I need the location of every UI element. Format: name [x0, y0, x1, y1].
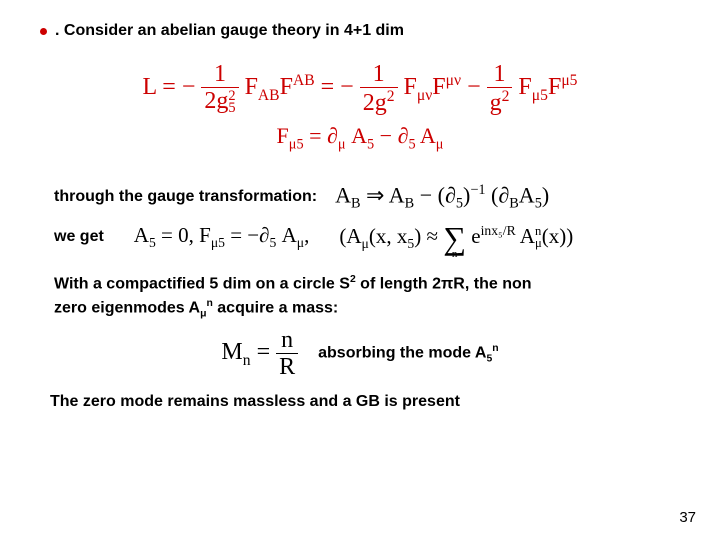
- eq-frac3-num: 1: [487, 62, 513, 87]
- weget-line: we get A5 = 0, Fμ5 = −∂5 Aμ, (Aμ(x, x5) …: [54, 223, 680, 252]
- eq-frac2-num: 1: [360, 62, 398, 87]
- weget-label: we get: [54, 228, 104, 246]
- fmu5-minus: −: [380, 123, 398, 148]
- eq-frac1-num: 1: [201, 62, 238, 87]
- eq-FAB: FABFAB: [245, 74, 315, 100]
- zero-mode-text: The zero mode remains massless and a GB …: [50, 393, 680, 411]
- heading-text: . Consider an abelian gauge theory in 4+…: [55, 22, 404, 40]
- weget-Amun-ss: nμ: [535, 226, 542, 249]
- eq-frac3: 1 g2: [487, 62, 513, 115]
- eq-minus3: −: [467, 74, 487, 100]
- mass-equation: Mn = n R: [221, 328, 298, 379]
- equation-fmu5-def: Fμ5 = ∂μ A5 − ∂5 Aμ: [40, 123, 680, 153]
- bullet-dot-icon: [40, 28, 47, 35]
- gauge-line: through the gauge transformation: AB ⇒ A…: [54, 182, 680, 213]
- fmu5-d2: ∂5: [398, 123, 416, 148]
- weget-eq-left: A5 = 0, Fμ5 = −∂5 Aμ,: [134, 223, 310, 251]
- fmu5-Amu: Aμ: [420, 123, 444, 148]
- eq-frac1-den-ss: 25: [228, 90, 235, 116]
- eq-frac1: 1 2g25: [201, 62, 238, 115]
- gauge-label: through the gauge transformation:: [54, 188, 317, 206]
- eq-frac2: 1 2g2: [360, 62, 398, 115]
- eq-Fmu5: Fμ5Fμ5: [518, 74, 577, 100]
- fmu5-d1: ∂μ: [327, 123, 346, 148]
- eq-frac2-den: 2g2: [360, 87, 398, 115]
- weget-eq-right: (Aμ(x, x5) ≈ ∑n einx₅/R Anμ(x)): [339, 223, 573, 252]
- gauge-equation: AB ⇒ AB − (∂5)−1 (∂BA5): [335, 182, 549, 213]
- fmu5-A5: A5: [351, 123, 374, 148]
- eq-eq1: =: [321, 74, 341, 100]
- eq-L: L =: [143, 74, 182, 100]
- eq-frac3-den: g2: [487, 87, 513, 115]
- eq-Fmunu: FμνFμν: [404, 74, 462, 100]
- heading-line: . Consider an abelian gauge theory in 4+…: [40, 22, 680, 40]
- mass-frac: n R: [276, 328, 298, 379]
- fmu5-lhs: Fμ5: [277, 123, 304, 148]
- fmu5-eq: =: [309, 123, 327, 148]
- eq-minus1: −: [182, 74, 196, 100]
- eq-frac1-den: 2g25: [201, 87, 238, 115]
- eq-minus2: −: [340, 74, 354, 100]
- sum-icon: ∑n: [443, 227, 466, 249]
- mass-line: Mn = n R absorbing the mode A5n: [40, 328, 680, 379]
- equation-lagrangian: L = − 1 2g25 FABFAB = − 1 2g2 FμνFμν − 1…: [40, 62, 680, 115]
- mass-absorb-text: absorbing the mode A5n: [318, 343, 498, 365]
- page-number: 37: [679, 509, 696, 526]
- compactified-text: With a compactified 5 dim on a circle S2…: [54, 272, 680, 322]
